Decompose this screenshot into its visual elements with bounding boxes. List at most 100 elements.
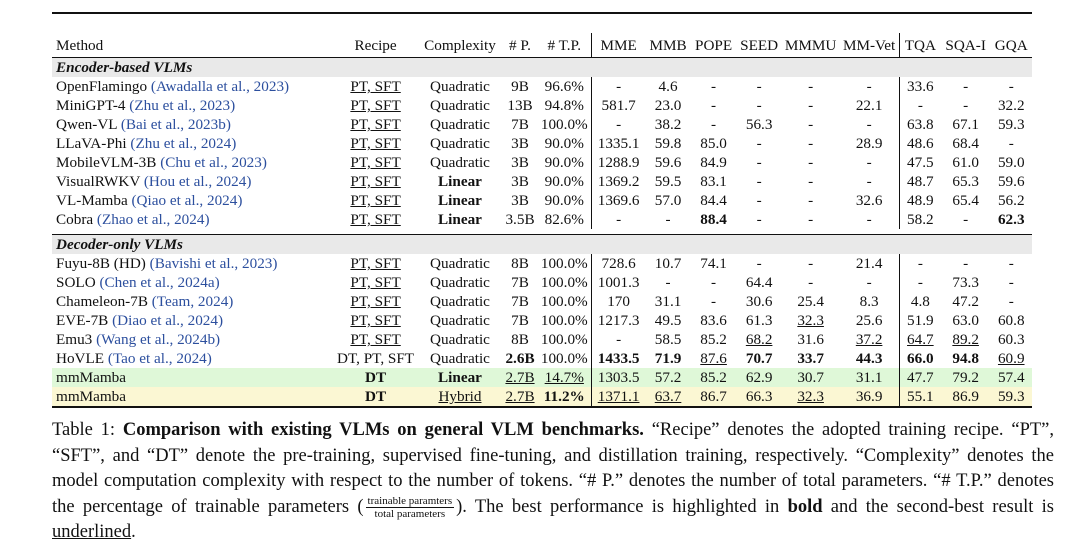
- citation-link[interactable]: (Tao et al., 2024): [107, 350, 212, 367]
- cell-value: -: [1008, 78, 1014, 95]
- value-cell: 100.0%: [538, 273, 592, 292]
- value-cell: 48.6: [898, 134, 941, 153]
- value-cell: 4.6: [645, 77, 691, 96]
- value-cell: -: [782, 210, 839, 229]
- cell-value: Linear: [438, 173, 482, 190]
- citation-link[interactable]: (Bavishi et al., 2023): [149, 255, 278, 272]
- value-cell: -: [736, 172, 782, 191]
- cell-value: 38.2: [654, 116, 682, 133]
- cell-value: -: [808, 135, 814, 152]
- cell-value: 33.7: [797, 350, 824, 367]
- top-rule-cell: [52, 12, 1032, 33]
- value-cell: 11.2%: [537, 387, 592, 408]
- value-cell: 63.0: [941, 311, 991, 330]
- cell-value: -: [756, 154, 762, 171]
- value-cell: -: [990, 292, 1032, 311]
- cell-value: 36.9: [855, 388, 883, 405]
- cell-value: -: [866, 154, 872, 171]
- value-cell: 94.8%: [538, 96, 592, 115]
- column-header: SEED: [736, 33, 782, 58]
- cell-value: Quadratic: [430, 116, 490, 133]
- value-cell: 56.2: [990, 191, 1032, 210]
- citation-link[interactable]: (Bai et al., 2023b): [120, 116, 231, 133]
- cell-value: -: [963, 97, 969, 114]
- cell-value: 170: [607, 293, 630, 310]
- value-cell: -: [941, 254, 991, 273]
- comparison-table: Method Recipe Complexity # P. # T.P. MME MMB PO…: [52, 12, 1032, 408]
- cell-value: -: [616, 78, 622, 95]
- value-cell: 73.3: [941, 273, 991, 292]
- citation-link[interactable]: (Zhu et al., 2024): [130, 135, 237, 152]
- cell-value: Linear: [438, 369, 482, 386]
- column-header: POPE: [690, 33, 737, 58]
- cell-value: -: [756, 192, 762, 209]
- method-cell: Cobra (Zhao et al., 2024): [52, 210, 334, 229]
- value-cell: Quadratic: [418, 153, 503, 172]
- column-header: SQA-I: [940, 33, 991, 58]
- cell-value: -: [756, 97, 762, 114]
- value-cell: PT, SFT: [334, 153, 418, 172]
- citation-link[interactable]: (Qiao et al., 2024): [131, 192, 243, 209]
- value-cell: 60.3: [990, 330, 1032, 349]
- value-cell: -: [590, 115, 646, 134]
- citation-link[interactable]: (Chu et al., 2023): [160, 154, 267, 171]
- value-cell: 63.8: [898, 115, 941, 134]
- cell-value: 3B: [511, 154, 529, 171]
- value-cell: -: [782, 153, 839, 172]
- cell-value: 59.6: [997, 173, 1025, 190]
- table-row: Qwen-VL (Bai et al., 2023b) PT, SFT Quadra…: [52, 115, 1032, 134]
- cell-value: -: [808, 173, 814, 190]
- value-cell: -: [839, 115, 899, 134]
- cell-value: -: [963, 255, 969, 272]
- value-cell: Linear: [418, 210, 503, 229]
- cell-value: Quadratic: [430, 97, 490, 114]
- column-header: Complexity: [417, 33, 503, 58]
- caption-text-2: ). The best performance is highlighted i…: [456, 496, 788, 517]
- value-cell: PT, SFT: [334, 96, 418, 115]
- table-row: HoVLE (Tao et al., 2024) DT, PT, SFT Quadr…: [52, 349, 1032, 368]
- cell-value: 49.5: [654, 312, 682, 329]
- citation-link[interactable]: (Awadalla et al., 2023): [150, 78, 290, 95]
- cell-value: 3B: [511, 192, 529, 209]
- value-cell: 64.7: [898, 330, 941, 349]
- cell-value: 21.4: [855, 255, 883, 272]
- value-cell: 90.0%: [538, 172, 592, 191]
- value-cell: 55.1: [898, 387, 941, 408]
- value-cell: 1335.1: [590, 134, 646, 153]
- citation-link[interactable]: (Chen et al., 2024a): [99, 274, 220, 291]
- value-cell: 38.2: [645, 115, 691, 134]
- value-cell: 3B: [502, 191, 537, 210]
- cell-value: 31.1: [855, 369, 883, 386]
- cell-value: 31.6: [797, 331, 824, 348]
- cell-value: 32.2: [997, 97, 1025, 114]
- cell-value: 87.6: [700, 350, 727, 367]
- method-name: HoVLE: [56, 350, 105, 367]
- citation-link[interactable]: (Zhu et al., 2023): [129, 97, 236, 114]
- value-cell: 3B: [502, 134, 537, 153]
- value-cell: 100.0%: [538, 292, 592, 311]
- citation-link[interactable]: (Team, 2024): [151, 293, 234, 310]
- value-cell: 7B: [502, 273, 537, 292]
- citation-link[interactable]: (Wang et al., 2024b): [96, 331, 221, 348]
- value-cell: 58.2: [898, 210, 941, 229]
- value-cell: 23.0: [645, 96, 691, 115]
- cell-value: 581.7: [601, 97, 636, 114]
- value-cell: 89.2: [941, 330, 991, 349]
- value-cell: 100.0%: [538, 311, 592, 330]
- value-cell: 64.4: [736, 273, 782, 292]
- value-cell: DT: [333, 387, 418, 408]
- citation-link[interactable]: (Hou et al., 2024): [143, 173, 252, 190]
- value-cell: 94.8: [941, 349, 991, 368]
- method-name: SOLO: [56, 274, 96, 291]
- cell-value: 8.3: [859, 293, 879, 310]
- table-row: mmMamba DT Hybrid 2.7B 11.2% 1371.1 63.7 86.7 66…: [52, 387, 1032, 408]
- separator-cell: [52, 229, 1032, 235]
- value-cell: -: [898, 273, 941, 292]
- citation-link[interactable]: (Zhao et al., 2024): [96, 211, 210, 228]
- cell-value: -: [616, 116, 622, 133]
- table-row: Emu3 (Wang et al., 2024b) PT, SFT Quadrati…: [52, 330, 1032, 349]
- table-caption: Table 1: Comparison with existing VLMs o…: [52, 418, 1054, 546]
- citation-link[interactable]: (Diao et al., 2024): [112, 312, 224, 329]
- value-cell: -: [990, 77, 1032, 96]
- value-cell: 25.6: [839, 311, 899, 330]
